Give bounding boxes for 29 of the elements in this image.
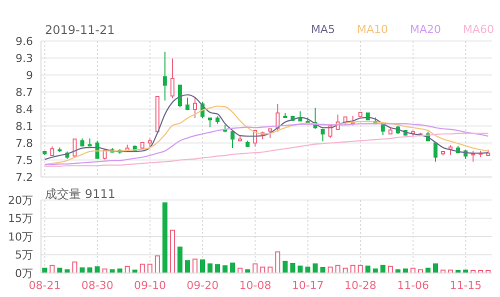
text: MA20: [410, 22, 441, 38]
chart-title: 成交量 9111: [45, 186, 116, 202]
text: MA60: [462, 22, 494, 38]
x-tick-label: 09-20: [186, 278, 219, 292]
x-tick-label: 09-10: [134, 278, 166, 292]
y-tick-label: 7.2: [16, 170, 33, 184]
x-tick-label: 08-30: [81, 278, 114, 292]
x-tick-label: 10-17: [292, 278, 324, 292]
x-tick-label: 11-15: [450, 278, 482, 292]
text: MA10: [356, 22, 388, 38]
y-tick-label: 7.8: [16, 136, 33, 150]
x-tick-label: 10-08: [239, 278, 272, 292]
y-tick-label: 5万: [15, 248, 33, 262]
y-tick-label: 7.5: [16, 154, 33, 167]
y-tick-label: 10万: [8, 230, 33, 244]
y-tick-label: 15万: [8, 212, 33, 226]
y-tick-label: 9.6: [16, 34, 33, 48]
y-tick-label: 20万: [8, 194, 33, 207]
x-tick-label: 08-21: [28, 278, 61, 292]
x-tick-label: 11-06: [397, 278, 430, 292]
y-tick-label: 8.1: [16, 120, 33, 133]
y-tick-label: 0万: [15, 266, 33, 280]
chart-title: 2019-11-21: [45, 22, 115, 38]
y-tick-label: 8.4: [16, 102, 33, 116]
x-tick-label: 10-28: [344, 278, 376, 292]
y-tick-label: 9.3: [16, 52, 33, 65]
y-tick-label: 9: [26, 68, 33, 82]
y-tick-label: 8.7: [16, 86, 33, 99]
text: MA5: [310, 22, 335, 38]
